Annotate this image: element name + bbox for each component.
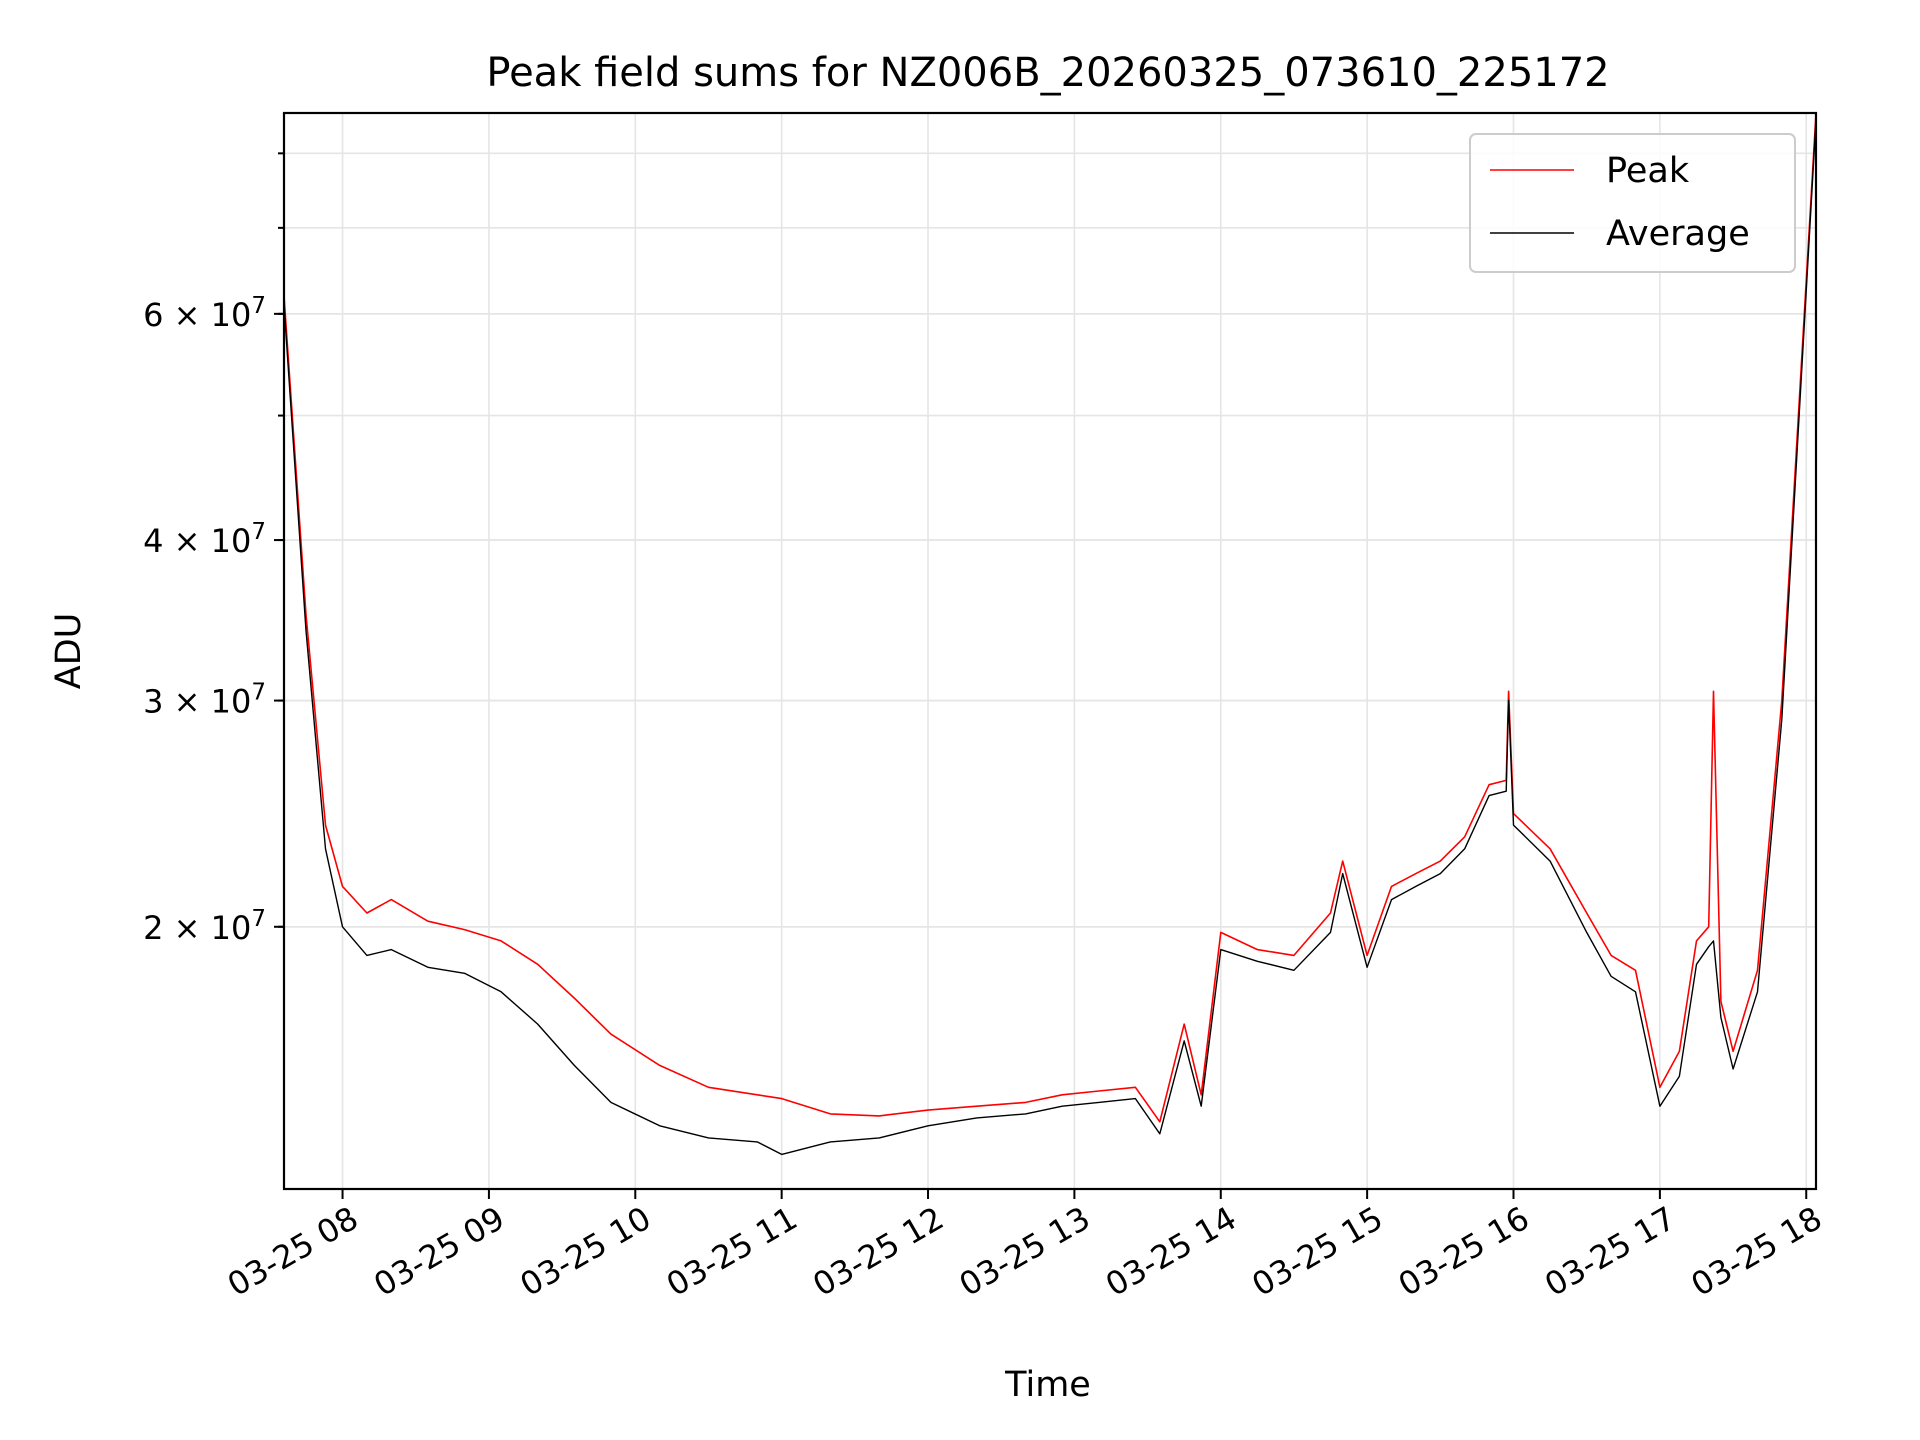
series-line-peak xyxy=(283,112,1817,1123)
legend-label-peak: Peak xyxy=(1606,151,1690,191)
legend-box xyxy=(1469,133,1796,273)
series-layer xyxy=(283,112,1817,1156)
x-tick-label: 03-25 15 xyxy=(1246,1199,1390,1304)
x-tick-label: 03-25 18 xyxy=(1685,1199,1829,1304)
y-tick-label: 6 × 107 xyxy=(143,293,266,334)
chart-title: Peak field sums for NZ006B_20260325_0736… xyxy=(486,50,1609,96)
x-axis-label: Time xyxy=(1004,1365,1091,1405)
plot-frame xyxy=(282,111,1818,1191)
x-tick-label: 03-25 08 xyxy=(221,1199,365,1304)
y-tick-label: 3 × 107 xyxy=(143,680,266,721)
x-tick-label: 03-25 09 xyxy=(367,1199,511,1304)
series-line-average xyxy=(283,119,1817,1156)
legend-label-average: Average xyxy=(1606,214,1750,254)
tick-layer: 03-25 08 03-25 09 03-25 10 03-25 11 03-25 12… xyxy=(143,152,1829,1304)
y-axis-label: ADU xyxy=(49,613,89,690)
y-tick-label: 4 × 107 xyxy=(143,519,266,560)
y-tick-label: 2 × 107 xyxy=(143,906,266,947)
x-tick-label: 03-25 10 xyxy=(514,1199,658,1304)
grid-layer xyxy=(284,113,1816,1189)
x-tick-label: 03-25 12 xyxy=(806,1199,950,1304)
x-tick-label: 03-25 16 xyxy=(1392,1199,1536,1304)
x-tick-label: 03-25 11 xyxy=(660,1199,804,1304)
legend: Peak Average xyxy=(1469,133,1796,273)
x-tick-label: 03-25 14 xyxy=(1099,1199,1243,1304)
x-tick-label: 03-25 13 xyxy=(953,1199,1097,1304)
x-tick-label: 03-25 17 xyxy=(1538,1199,1682,1304)
